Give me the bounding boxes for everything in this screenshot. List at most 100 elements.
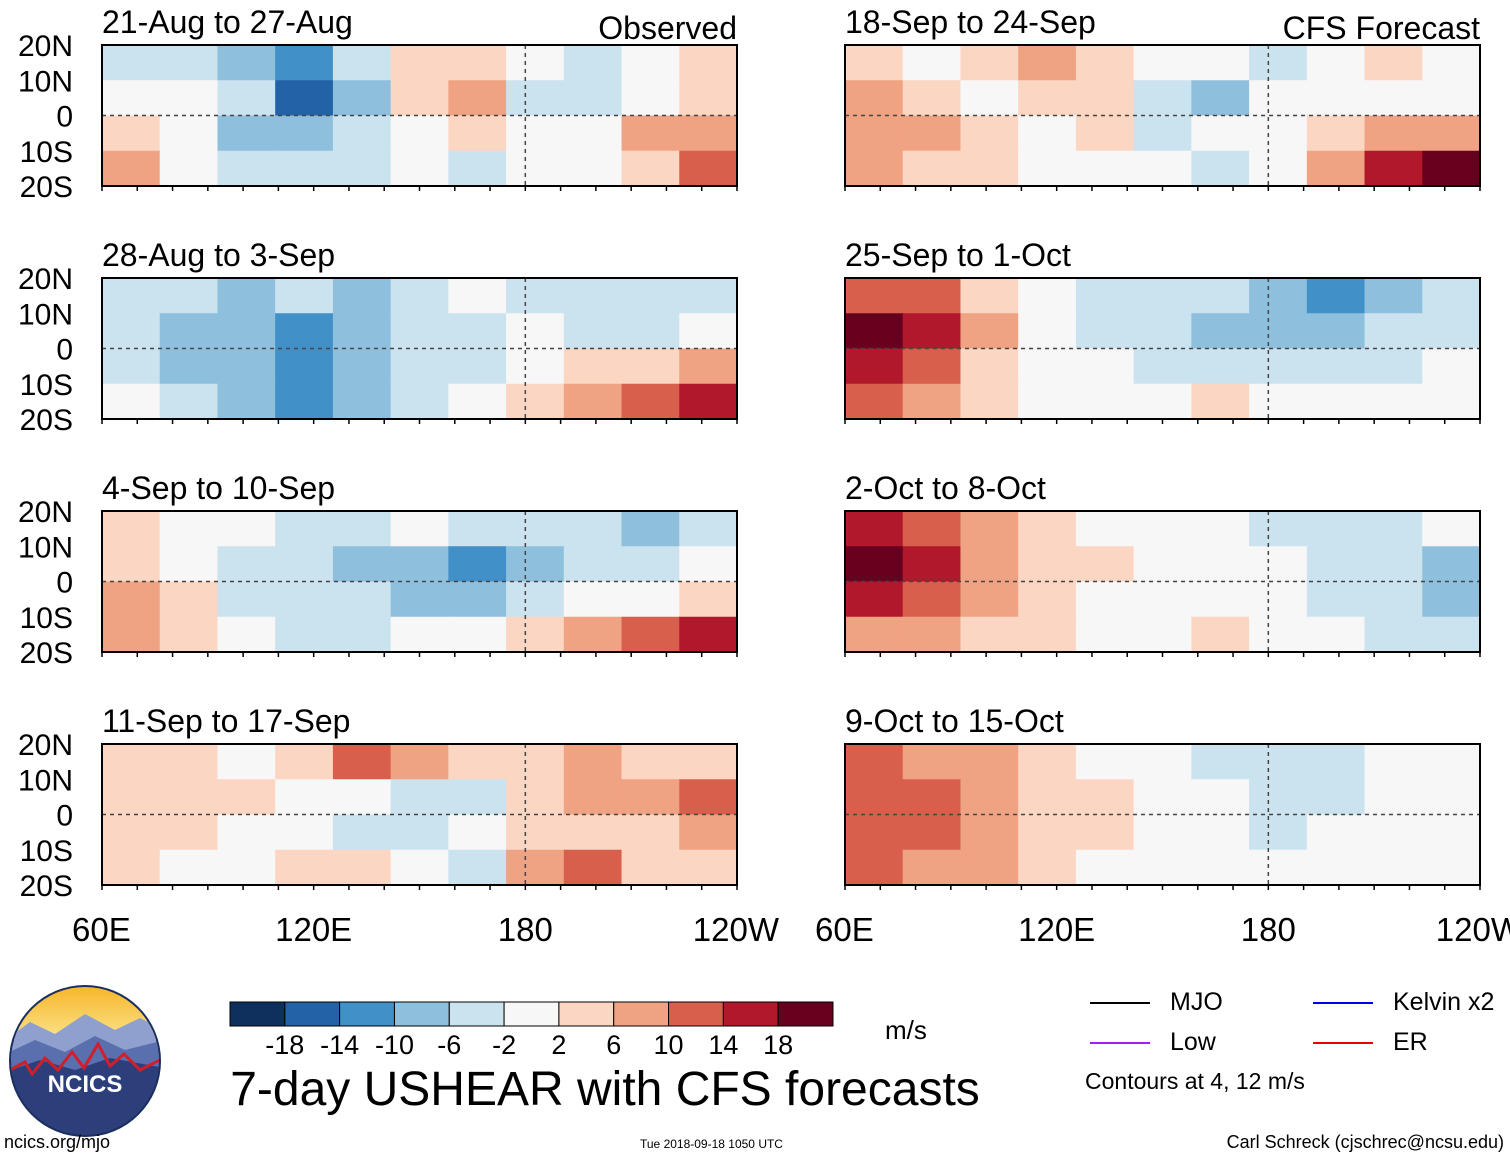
shear-cell [390, 348, 449, 385]
shear-cell [1249, 546, 1308, 583]
shear-cell [679, 546, 738, 583]
lat-tick-label: 10N [18, 764, 73, 797]
shear-cell [1018, 278, 1077, 314]
panel-period: 9-Oct to 15-Oct [845, 703, 1064, 739]
shear-cell [1422, 581, 1481, 618]
shear-cell [1422, 616, 1481, 653]
shear-cell [1018, 546, 1077, 583]
shear-cell [217, 80, 276, 117]
shear-cell [217, 383, 276, 420]
shear-cell [1018, 744, 1077, 780]
shear-cell [679, 45, 738, 81]
shear-cell [1249, 779, 1308, 816]
shear-cell [563, 581, 623, 618]
shear-cell [1191, 45, 1250, 81]
footer-website[interactable]: ncics.org/mjo [4, 1132, 111, 1152]
shear-cell [563, 779, 623, 816]
shear-cell [390, 744, 449, 780]
lat-tick-label: 20N [18, 30, 73, 63]
shear-cell [1364, 849, 1423, 886]
shear-cell [1191, 814, 1250, 851]
shear-cell [275, 150, 334, 187]
shear-cell [563, 546, 623, 583]
shear-cell [159, 348, 219, 385]
colorbar-swatch [558, 1001, 615, 1027]
shear-cell [102, 150, 161, 187]
shear-cell [275, 814, 334, 851]
shear-cell [1191, 511, 1250, 547]
shear-cell [1191, 313, 1250, 350]
lat-tick-label: 20N [18, 263, 73, 296]
colorbar-tick-label: 18 [763, 1030, 793, 1060]
shear-cell [1249, 744, 1308, 780]
colorbar-swatch [448, 1001, 505, 1027]
shear-cell [448, 45, 507, 81]
shear-cell [902, 744, 962, 780]
shear-cell [159, 45, 219, 81]
logo-text: NCICS [48, 1071, 123, 1098]
shear-cell [1191, 779, 1250, 816]
shear-cell [275, 511, 334, 547]
shear-cell [1422, 115, 1481, 152]
shear-cell [960, 80, 1019, 117]
shear-cell [448, 779, 507, 816]
shear-cell [1133, 546, 1192, 583]
shear-cell [960, 313, 1019, 350]
shear-cell [448, 278, 507, 314]
shear-cell [448, 744, 507, 780]
shear-cell [845, 80, 904, 117]
panel-fcst-1: 18-Sep to 24-Sep CFS Forecast [844, 4, 1481, 191]
panel-period: 11-Sep to 17-Sep [102, 703, 350, 739]
shear-cell [506, 313, 565, 350]
shear-cell [845, 278, 904, 314]
lon-tick-label: 180 [498, 911, 553, 948]
shear-cell [1018, 581, 1077, 618]
shear-cell [159, 115, 219, 152]
legend-line-mjo [1090, 1002, 1150, 1004]
shear-cell [1018, 849, 1077, 886]
shear-cell [448, 150, 507, 187]
shear-cell [1422, 313, 1481, 350]
lat-tick-label: 10N [18, 65, 73, 98]
shear-cell [1249, 383, 1308, 420]
shear-cell [448, 616, 507, 653]
shear-cell [679, 313, 738, 350]
colorbar-swatch [722, 1001, 779, 1027]
shear-cell [1422, 278, 1481, 314]
shear-cell [506, 814, 565, 851]
panel-period: 25-Sep to 1-Oct [845, 237, 1071, 273]
shear-cell [275, 115, 334, 152]
forecast-label: CFS Forecast [1283, 10, 1480, 46]
lat-tick-label: 20N [18, 729, 73, 762]
shear-cell [902, 814, 962, 851]
shear-cell [332, 779, 392, 816]
shear-cell [390, 313, 449, 350]
shear-cell [1422, 348, 1481, 385]
shear-cell [1133, 744, 1192, 780]
shear-cell [621, 511, 680, 547]
colorbar-tick-label: -6 [437, 1030, 461, 1060]
shear-cell [845, 150, 904, 187]
shear-cell [1364, 313, 1423, 350]
shear-cell [960, 278, 1019, 314]
panel-period: 28-Aug to 3-Sep [102, 237, 335, 273]
colorbar-tick-label: -2 [492, 1030, 516, 1060]
shear-cell [448, 849, 507, 886]
shear-cell [621, 744, 680, 780]
shear-cell [1306, 744, 1366, 780]
shear-cell [1364, 616, 1423, 653]
colorbar-swatch [284, 1001, 341, 1027]
shear-cell [448, 115, 507, 152]
shear-cell [506, 546, 565, 583]
shear-cell [1306, 779, 1366, 816]
shear-cell [217, 779, 276, 816]
lon-tick-label: 120W [1436, 911, 1510, 948]
shear-cell [217, 744, 276, 780]
shear-cell [563, 45, 623, 81]
shear-cell [448, 383, 507, 420]
shear-cell [1133, 779, 1192, 816]
shear-cell [159, 616, 219, 653]
shear-cell [506, 80, 565, 117]
shear-cell [845, 616, 904, 653]
